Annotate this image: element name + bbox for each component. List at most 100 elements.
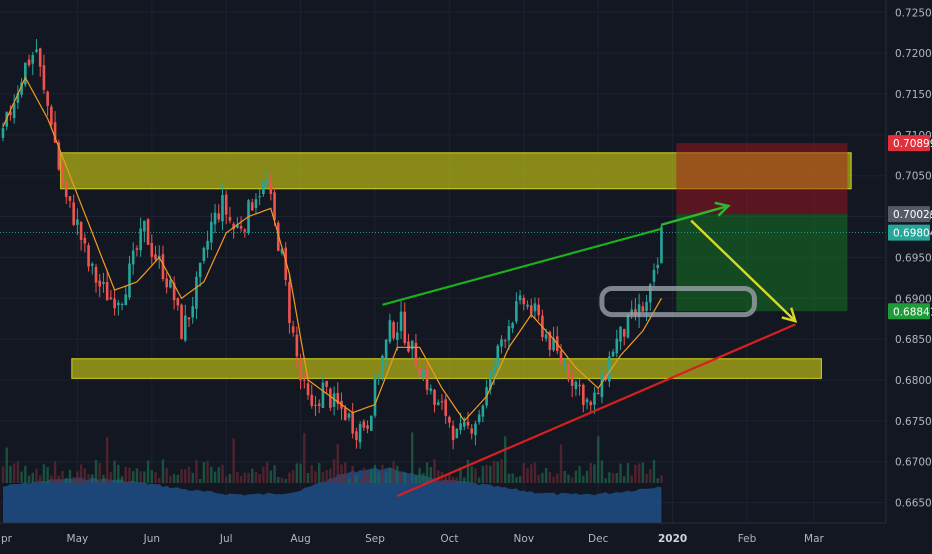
volume-bar — [132, 471, 135, 483]
volume-bar — [109, 471, 113, 483]
trend-drawings[interactable] — [0, 201, 886, 498]
x-tick-label: Dec — [588, 533, 609, 545]
volume-bar — [68, 469, 72, 483]
volume-bar — [243, 472, 246, 483]
candle-body — [9, 111, 12, 116]
lower-support-zone[interactable] — [71, 358, 822, 379]
volume-bar — [533, 462, 537, 483]
yellow-arrow[interactable] — [690, 219, 797, 323]
candle-body — [511, 322, 514, 329]
candle-body — [489, 373, 492, 390]
candle-body — [474, 423, 477, 436]
volume-bar — [24, 465, 27, 483]
x-tick-label: May — [67, 533, 89, 545]
x-tick-label: Mar — [804, 533, 824, 545]
candle-body — [626, 314, 630, 338]
green-arrow[interactable] — [661, 204, 729, 226]
candle-body — [533, 303, 537, 312]
risk-reward-box[interactable] — [676, 143, 848, 312]
candle-body — [358, 424, 362, 443]
candle-body — [660, 226, 663, 264]
volume-bar — [448, 473, 451, 483]
volume-bar — [195, 459, 198, 483]
candle-body — [503, 340, 507, 342]
candle-body — [265, 180, 269, 184]
price-label-bg — [888, 135, 930, 152]
candle-body — [336, 392, 340, 404]
candle-body — [243, 229, 247, 232]
volume-bar — [265, 461, 269, 483]
volume-bar — [314, 471, 317, 483]
volume-bar — [310, 465, 313, 483]
candle-body — [544, 334, 548, 339]
volume-bar — [455, 477, 459, 483]
candle-body — [410, 340, 414, 350]
upper-trend-line[interactable] — [382, 227, 662, 306]
volume-bar — [139, 471, 142, 483]
candle-body — [135, 248, 139, 250]
volume-bar — [232, 438, 235, 483]
candle-body — [462, 421, 466, 427]
candle-body — [105, 282, 109, 301]
volume-bar — [399, 472, 403, 483]
candle-body — [269, 181, 273, 195]
candlesticks — [1, 39, 663, 450]
lower-trend-line[interactable] — [396, 323, 796, 498]
volume-bar — [303, 433, 306, 483]
candle-body — [250, 202, 254, 211]
highlight-capsule[interactable] — [599, 285, 757, 318]
yellow-arrow-head[interactable] — [781, 307, 798, 323]
price-label: 0.68841 — [893, 306, 932, 318]
candle-body — [351, 412, 354, 434]
volume-bar — [94, 460, 98, 483]
candle-body — [87, 245, 90, 267]
candle-body — [596, 392, 600, 395]
candle-body — [183, 315, 187, 341]
volume-bar — [318, 463, 321, 483]
volume-bar — [578, 466, 581, 483]
volume-bar — [358, 478, 362, 483]
price-label-bg — [888, 224, 930, 241]
candle-body — [90, 263, 94, 266]
candle-body — [593, 392, 596, 405]
candle-body — [254, 199, 258, 208]
volume-bar — [288, 472, 291, 483]
volume-bar — [649, 469, 652, 483]
x-tick-label: Feb — [738, 533, 757, 545]
take-profit-zone[interactable] — [676, 214, 848, 312]
volume-bar — [492, 460, 496, 483]
candle-body — [433, 389, 436, 405]
volume-bar — [489, 465, 492, 483]
stop-loss-zone[interactable] — [676, 143, 848, 215]
price-zones[interactable] — [60, 152, 852, 379]
candle-body — [611, 351, 615, 357]
volume-bar — [626, 463, 630, 483]
volume-bar — [411, 432, 414, 483]
candle-body — [191, 306, 195, 318]
volume-bar — [496, 461, 499, 483]
candle-body — [314, 404, 317, 406]
candle-body — [20, 82, 23, 95]
candle-body — [362, 421, 366, 428]
volume-bar — [459, 467, 462, 483]
candle-body — [429, 388, 433, 392]
candle-body — [176, 298, 180, 306]
volume-bar — [660, 475, 663, 483]
volume-bar — [39, 475, 42, 483]
upper-resistance-zone[interactable] — [60, 152, 852, 190]
volume-bar — [79, 464, 83, 483]
sma-line — [2, 76, 662, 422]
candle-body — [656, 264, 660, 269]
candle-body — [131, 250, 135, 265]
volume-bar — [611, 473, 615, 483]
volume-bar — [5, 447, 8, 483]
volume-bar — [370, 469, 373, 483]
volume-bar — [83, 468, 87, 483]
green-arrow-head[interactable] — [714, 201, 731, 217]
volume-bar — [563, 470, 566, 483]
volume-bar — [16, 461, 20, 483]
